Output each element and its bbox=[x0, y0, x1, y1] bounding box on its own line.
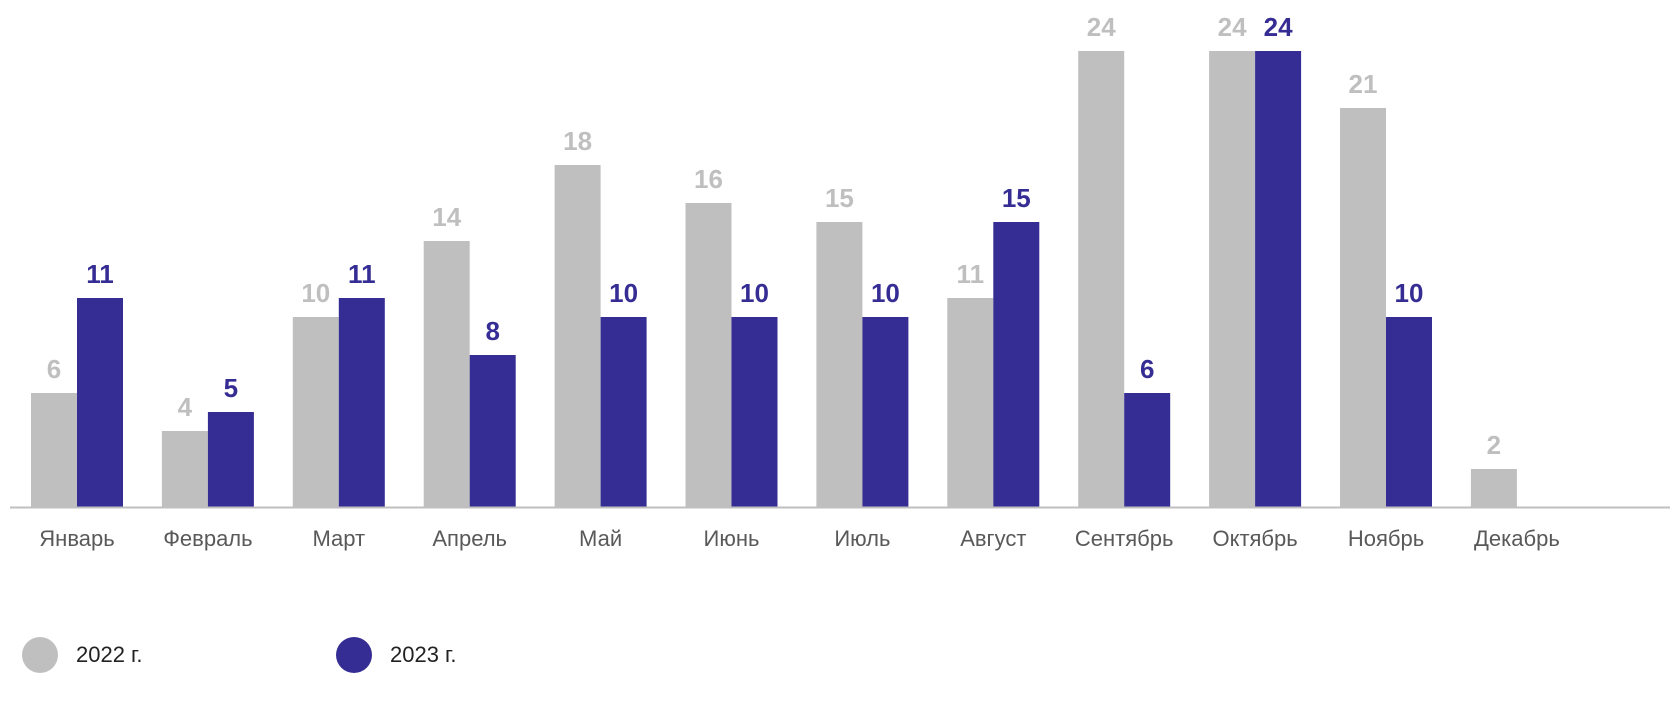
bar-2022-3 bbox=[292, 317, 339, 507]
x-tick-label-8: Август bbox=[960, 526, 1026, 551]
x-tick-label-3: Март bbox=[312, 526, 365, 551]
bar-2023-3 bbox=[338, 298, 385, 507]
legend-swatch-2022 bbox=[22, 637, 58, 673]
x-tick-label-4: Апрель bbox=[432, 526, 507, 551]
x-tick-label-7: Июль bbox=[834, 526, 890, 551]
data-label-2022-12: 2 bbox=[1487, 430, 1501, 460]
data-label-2022-1: 6 bbox=[47, 354, 61, 384]
data-label-2022-8: 11 bbox=[957, 259, 985, 289]
data-label-2022-9: 24 bbox=[1087, 12, 1116, 42]
bar-2023-11 bbox=[1386, 317, 1432, 507]
data-label-2022-10: 24 bbox=[1218, 12, 1247, 42]
data-label-2023-9: 6 bbox=[1140, 354, 1154, 384]
bar-2022-6 bbox=[685, 203, 732, 507]
legend-swatch-2023 bbox=[336, 637, 372, 673]
data-label-2023-8: 15 bbox=[1002, 183, 1031, 213]
bar-chart: 6 11 Январь 4 5 Февраль 10 11 Март 14 8 Апрель 18 10 М… bbox=[10, 12, 1670, 551]
legend-label-2023: 2023 г. bbox=[390, 642, 457, 667]
bar-2022-12 bbox=[1470, 469, 1517, 507]
data-label-2023-11: 10 bbox=[1395, 278, 1424, 308]
data-label-2022-2: 4 bbox=[178, 392, 193, 422]
bar-2023-8 bbox=[993, 222, 1040, 507]
x-tick-label-12: Декабрь bbox=[1474, 526, 1560, 551]
x-tick-label-2: Февраль bbox=[163, 526, 252, 551]
data-label-2023-5: 10 bbox=[609, 278, 638, 308]
data-label-2022-7: 15 bbox=[825, 183, 854, 213]
x-tick-label-1: Январь bbox=[39, 526, 114, 551]
x-tick-label-11: Ноябрь bbox=[1348, 526, 1424, 551]
data-label-2022-5: 18 bbox=[563, 126, 592, 156]
bar-2022-4 bbox=[423, 241, 470, 507]
legend-item-2022: 2022 г. bbox=[22, 636, 143, 674]
bar-2023-9 bbox=[1124, 393, 1171, 507]
legend-item-2023: 2023 г. bbox=[336, 636, 457, 674]
data-label-2023-6: 10 bbox=[740, 278, 769, 308]
bar-2023-5 bbox=[600, 317, 647, 507]
legend-label-2022: 2022 г. bbox=[76, 642, 143, 667]
bar-2022-9 bbox=[1078, 51, 1125, 507]
x-tick-label-5: Май bbox=[579, 526, 622, 551]
bar-2022-11 bbox=[1340, 108, 1386, 507]
x-tick-label-6: Июнь bbox=[704, 526, 760, 551]
bar-2023-2 bbox=[207, 412, 254, 507]
data-label-2022-6: 16 bbox=[694, 164, 723, 194]
data-label-2022-3: 10 bbox=[301, 278, 330, 308]
data-label-2023-1: 11 bbox=[86, 259, 114, 289]
data-label-2023-3: 11 bbox=[348, 259, 376, 289]
bar-2022-5 bbox=[554, 165, 601, 507]
bar-2023-7 bbox=[862, 317, 909, 507]
data-label-2023-4: 8 bbox=[485, 316, 499, 346]
bar-2022-2 bbox=[161, 431, 208, 507]
data-label-2023-7: 10 bbox=[871, 278, 900, 308]
bar-2023-4 bbox=[469, 355, 516, 507]
bar-2022-8 bbox=[947, 298, 994, 507]
bar-2022-7 bbox=[816, 222, 863, 507]
bar-2023-6 bbox=[731, 317, 778, 507]
data-label-2023-2: 5 bbox=[224, 373, 238, 403]
bar-2023-10 bbox=[1255, 51, 1302, 507]
x-tick-label-10: Октябрь bbox=[1212, 526, 1297, 551]
bar-2022-10 bbox=[1209, 51, 1256, 507]
bar-2023-1 bbox=[77, 298, 123, 507]
x-tick-label-9: Сентябрь bbox=[1075, 526, 1174, 551]
bar-2022-1 bbox=[31, 393, 77, 507]
data-label-2022-11: 21 bbox=[1349, 69, 1378, 99]
data-label-2023-10: 24 bbox=[1264, 12, 1293, 42]
data-label-2022-4: 14 bbox=[432, 202, 461, 232]
